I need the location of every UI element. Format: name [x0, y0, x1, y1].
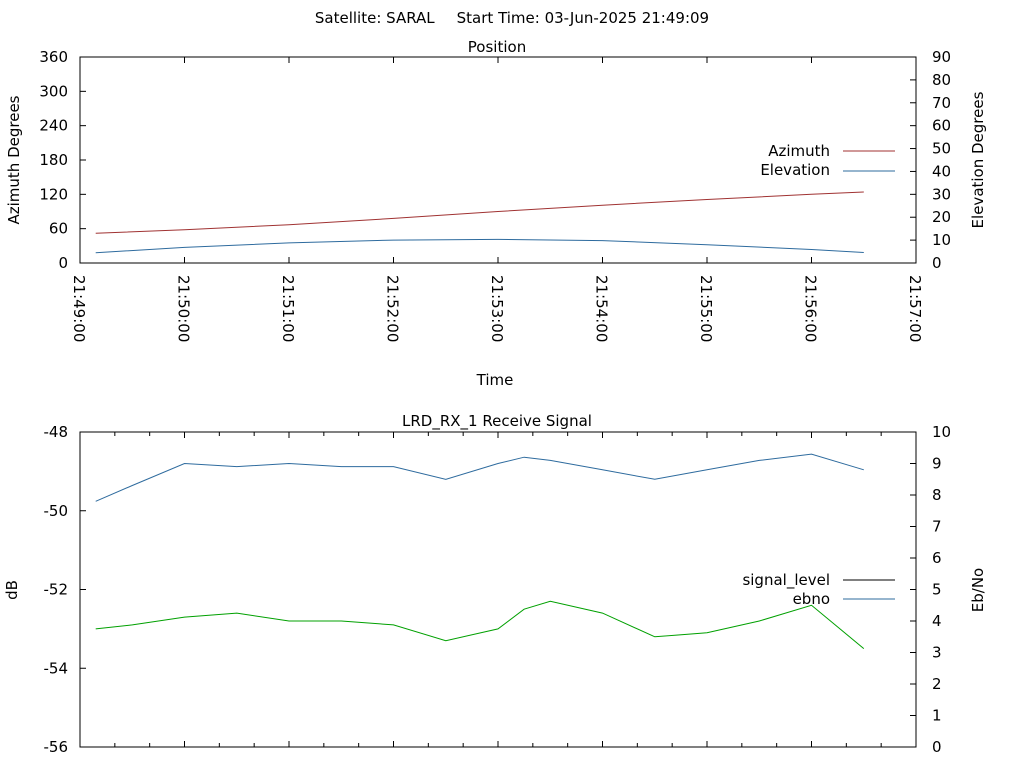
time-axis: 21:49:00 21:50:00 21:51:00 21:52:00 21:53:00… [70, 57, 924, 342]
ebno-tick-label: 3 [932, 644, 942, 662]
ebno-tick-label: 10 [932, 423, 951, 441]
elevation-tick-label: 60 [932, 117, 951, 135]
time-tick-label: 21:54:00 [593, 275, 611, 342]
signal-time-axis [79, 432, 917, 747]
legend-elevation-label: Elevation [760, 161, 830, 179]
signal-plot-frame [79, 431, 917, 748]
legend-azimuth-label: Azimuth [768, 142, 830, 160]
report-title: Satellite: SARAL Start Time: 03-Jun-2025 … [315, 9, 709, 27]
ebno-series-line [95, 453, 864, 502]
elevation-tick-label: 10 [932, 231, 951, 249]
elevation-tick-label: 90 [932, 48, 951, 66]
azimuth-tick-label: 360 [39, 48, 68, 66]
position-chart-title: Position [468, 38, 526, 56]
azimuth-tick-label: 60 [49, 220, 68, 238]
ebno-tick-label: 4 [932, 612, 942, 630]
ebno-tick-label: 6 [932, 549, 942, 567]
ebno-axis: 0 1 2 3 4 5 6 7 8 9 10 [910, 423, 951, 756]
db-tick-label: -54 [44, 659, 69, 677]
time-tick-label: 21:55:00 [697, 275, 715, 342]
db-tick-label: -48 [44, 423, 69, 441]
satellite-name: Satellite: SARAL [315, 9, 435, 27]
ebno-tick-label: 0 [932, 738, 942, 756]
ebno-tick-label: 7 [932, 518, 942, 536]
legend-signal-level-label: signal_level [742, 571, 830, 590]
position-legend: Azimuth Elevation [760, 142, 895, 179]
azimuth-axis: 0 60 120 180 240 300 360 [39, 48, 86, 272]
azimuth-tick-label: 240 [39, 117, 68, 135]
elevation-axis-label: Elevation Degrees [969, 91, 987, 228]
time-tick-label: 21:53:00 [488, 275, 506, 342]
azimuth-tick-label: 120 [39, 185, 68, 203]
signal-legend: signal_level ebno [742, 571, 895, 608]
azimuth-tick-label: 180 [39, 151, 68, 169]
time-tick-label: 21:50:00 [175, 275, 193, 342]
ebno-axis-label: Eb/No [969, 568, 987, 612]
db-axis: -56 -54 -52 -50 -48 [44, 423, 86, 756]
elevation-tick-label: 70 [932, 94, 951, 112]
signal-chart-title: LRD_RX_1 Receive Signal [402, 412, 592, 431]
time-tick-label: 21:51:00 [279, 275, 297, 342]
time-tick-label: 21:52:00 [384, 275, 402, 342]
ebno-tick-label: 5 [932, 581, 942, 599]
azimuth-series-line [95, 191, 864, 234]
elevation-tick-label: 80 [932, 71, 951, 89]
db-tick-label: -50 [44, 502, 69, 520]
ebno-tick-label: 2 [932, 675, 942, 693]
time-tick-label: 21:49:00 [70, 275, 88, 342]
azimuth-tick-label: 300 [39, 82, 68, 100]
signal-chart: LRD_RX_1 Receive Signal -56-54-52-50-48 … [3, 412, 987, 756]
time-tick-label: 21:57:00 [906, 275, 924, 342]
position-plot-frame [79, 56, 917, 264]
legend-ebno-label: ebno [793, 590, 830, 608]
elevation-tick-label: 40 [932, 162, 951, 180]
db-axis-label: dB [3, 580, 21, 600]
ebno-tick-label: 1 [932, 707, 942, 725]
db-tick-label: -56 [44, 738, 69, 756]
elevation-series-line [95, 238, 864, 254]
ebno-tick-label: 9 [932, 455, 942, 473]
start-time: Start Time: 03-Jun-2025 21:49:09 [457, 9, 709, 27]
azimuth-tick-label: 0 [58, 254, 68, 272]
signal-level-trace [95, 600, 865, 649]
elevation-axis: 0 10 20 30 40 50 60 70 80 90 [910, 48, 951, 272]
db-tick-label: -52 [44, 581, 69, 599]
elevation-tick-label: 50 [932, 140, 951, 158]
ebno-tick-label: 8 [932, 486, 942, 504]
time-tick-label: 21:56:00 [802, 275, 820, 342]
elevation-tick-label: 20 [932, 208, 951, 226]
position-chart: Position 0 60 120 180 240 300 360 0 10 20 30 40 50 6… [5, 38, 987, 389]
time-axis-label: Time [476, 371, 514, 389]
elevation-tick-label: 0 [932, 254, 942, 272]
elevation-tick-label: 30 [932, 185, 951, 203]
azimuth-axis-label: Azimuth Degrees [5, 95, 23, 224]
